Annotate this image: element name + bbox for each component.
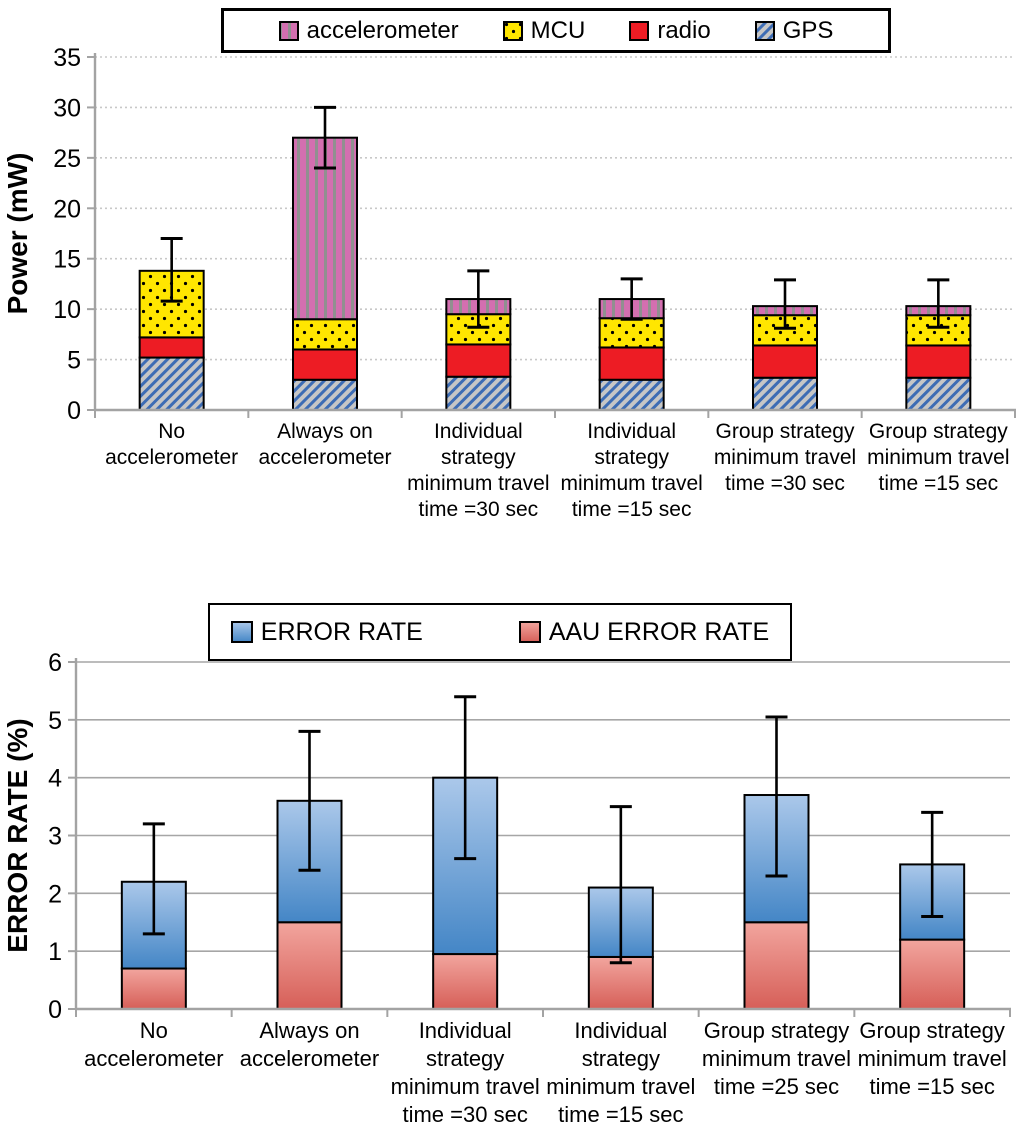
category-label: Group strategy minimum travel time =30 sec xyxy=(714,420,856,495)
y-tick-label: 15 xyxy=(53,246,81,274)
error-rate-swatch-icon xyxy=(230,621,253,643)
y-tick-label: 0 xyxy=(67,397,81,425)
category-label: Individual strategy minimum travel time =30… xyxy=(407,420,549,521)
bar-segment-gps xyxy=(752,376,818,411)
category-label: Individual strategy minimum travel time =15… xyxy=(546,1018,695,1127)
bar-segment-salmon xyxy=(432,953,499,1010)
category-label: No accelerometer xyxy=(105,420,238,469)
bar-segment-gps xyxy=(138,356,205,412)
error-rate-chart: 0 1 2 3 4 5 6 No accelerometer Always on accelerom… xyxy=(2,649,1011,1127)
aau-error-rate-swatch-icon xyxy=(518,621,541,643)
bar-segment-radio xyxy=(292,348,358,381)
bar-segment-salmon xyxy=(276,921,343,1010)
gps-swatch-icon xyxy=(754,20,775,41)
y-tick-label: 5 xyxy=(48,707,62,735)
bar-segment-gps xyxy=(445,375,512,411)
category-label: Always on accelerometer xyxy=(240,1018,379,1071)
bar-segment-radio xyxy=(445,343,512,378)
power-chart: 0 5 10 15 20 25 30 35 No accelerometer Always on ac… xyxy=(2,44,1016,521)
legend-item-mcu: MCU xyxy=(502,16,586,45)
category-label: Group strategy minimum travel time =15 sec xyxy=(867,420,1009,495)
bar-segment-gps xyxy=(905,376,972,411)
legend-label: AAU ERROR RATE xyxy=(548,617,770,646)
y-tick-label: 1 xyxy=(48,938,62,966)
category-label: Always on accelerometer xyxy=(258,420,391,469)
bar-segment-gps xyxy=(598,378,665,412)
accelerometer-swatch-icon xyxy=(278,20,299,41)
bar-segment-radio xyxy=(598,346,665,381)
y-tick-label: 3 xyxy=(48,823,62,851)
y-axis-title: Power (mW) xyxy=(2,153,33,315)
legend-label: GPS xyxy=(782,16,834,44)
bar-segment-radio xyxy=(138,336,205,359)
y-tick-label: 35 xyxy=(53,44,81,72)
y-tick-label: 0 xyxy=(48,996,62,1024)
bar-segment-mcu xyxy=(598,317,665,349)
radio-swatch-icon xyxy=(629,20,650,41)
error-chart-legend: ERROR RATE AAU ERROR RATE xyxy=(208,603,792,661)
legend-label: ERROR RATE xyxy=(260,617,423,646)
bar-segment-salmon xyxy=(587,955,654,1011)
category-label: No accelerometer xyxy=(84,1018,223,1071)
y-tick-label: 10 xyxy=(53,296,81,324)
legend-item-accelerometer: accelerometer xyxy=(278,16,459,45)
bar-segment-radio xyxy=(905,344,972,379)
category-label: Group strategy minimum travel time =15 sec xyxy=(858,1018,1007,1099)
category-label: Individual strategy minimum travel time =15… xyxy=(560,420,702,521)
y-tick-label: 4 xyxy=(48,765,62,793)
y-tick-label: 5 xyxy=(67,347,81,375)
legend-item-radio: radio xyxy=(629,16,711,45)
legend-item-aau-error-rate: AAU ERROR RATE xyxy=(518,617,770,647)
bar-segment-mcu xyxy=(292,318,358,351)
legend-item-gps: GPS xyxy=(754,16,834,45)
legend-label: radio xyxy=(657,16,711,44)
bar-segment-salmon xyxy=(120,967,187,1010)
legend-label: MCU xyxy=(530,16,586,44)
legend-item-error-rate: ERROR RATE xyxy=(230,617,423,647)
mcu-swatch-icon xyxy=(502,20,523,41)
bar-segment-salmon xyxy=(743,921,810,1010)
bar-segment-salmon xyxy=(899,938,966,1011)
y-tick-label: 2 xyxy=(48,880,62,908)
y-tick-label: 25 xyxy=(53,145,81,173)
category-label: Individual strategy minimum travel time =30… xyxy=(391,1018,540,1127)
y-axis-title: ERROR RATE (%) xyxy=(2,718,33,952)
legend-label: accelerometer xyxy=(306,16,459,44)
bar-segment-radio xyxy=(752,344,818,379)
category-label: Group strategy minimum travel time =25 sec xyxy=(702,1018,851,1099)
y-tick-label: 30 xyxy=(53,94,81,122)
y-tick-label: 20 xyxy=(53,195,81,223)
y-tick-label: 6 xyxy=(48,649,62,677)
power-chart-legend: accelerometer MCU radio GPS xyxy=(221,8,891,53)
bar-segment-gps xyxy=(292,378,358,412)
